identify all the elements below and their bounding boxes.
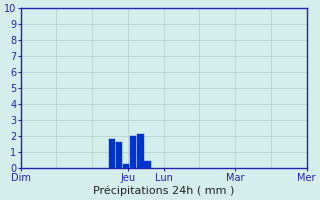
Bar (116, 142, 122, 168)
Bar (108, 139, 115, 168)
X-axis label: Précipitations 24h ( mm ): Précipitations 24h ( mm ) (93, 185, 234, 196)
Bar (123, 164, 129, 168)
Bar (137, 134, 144, 168)
Bar (130, 136, 136, 168)
Bar (144, 161, 151, 168)
